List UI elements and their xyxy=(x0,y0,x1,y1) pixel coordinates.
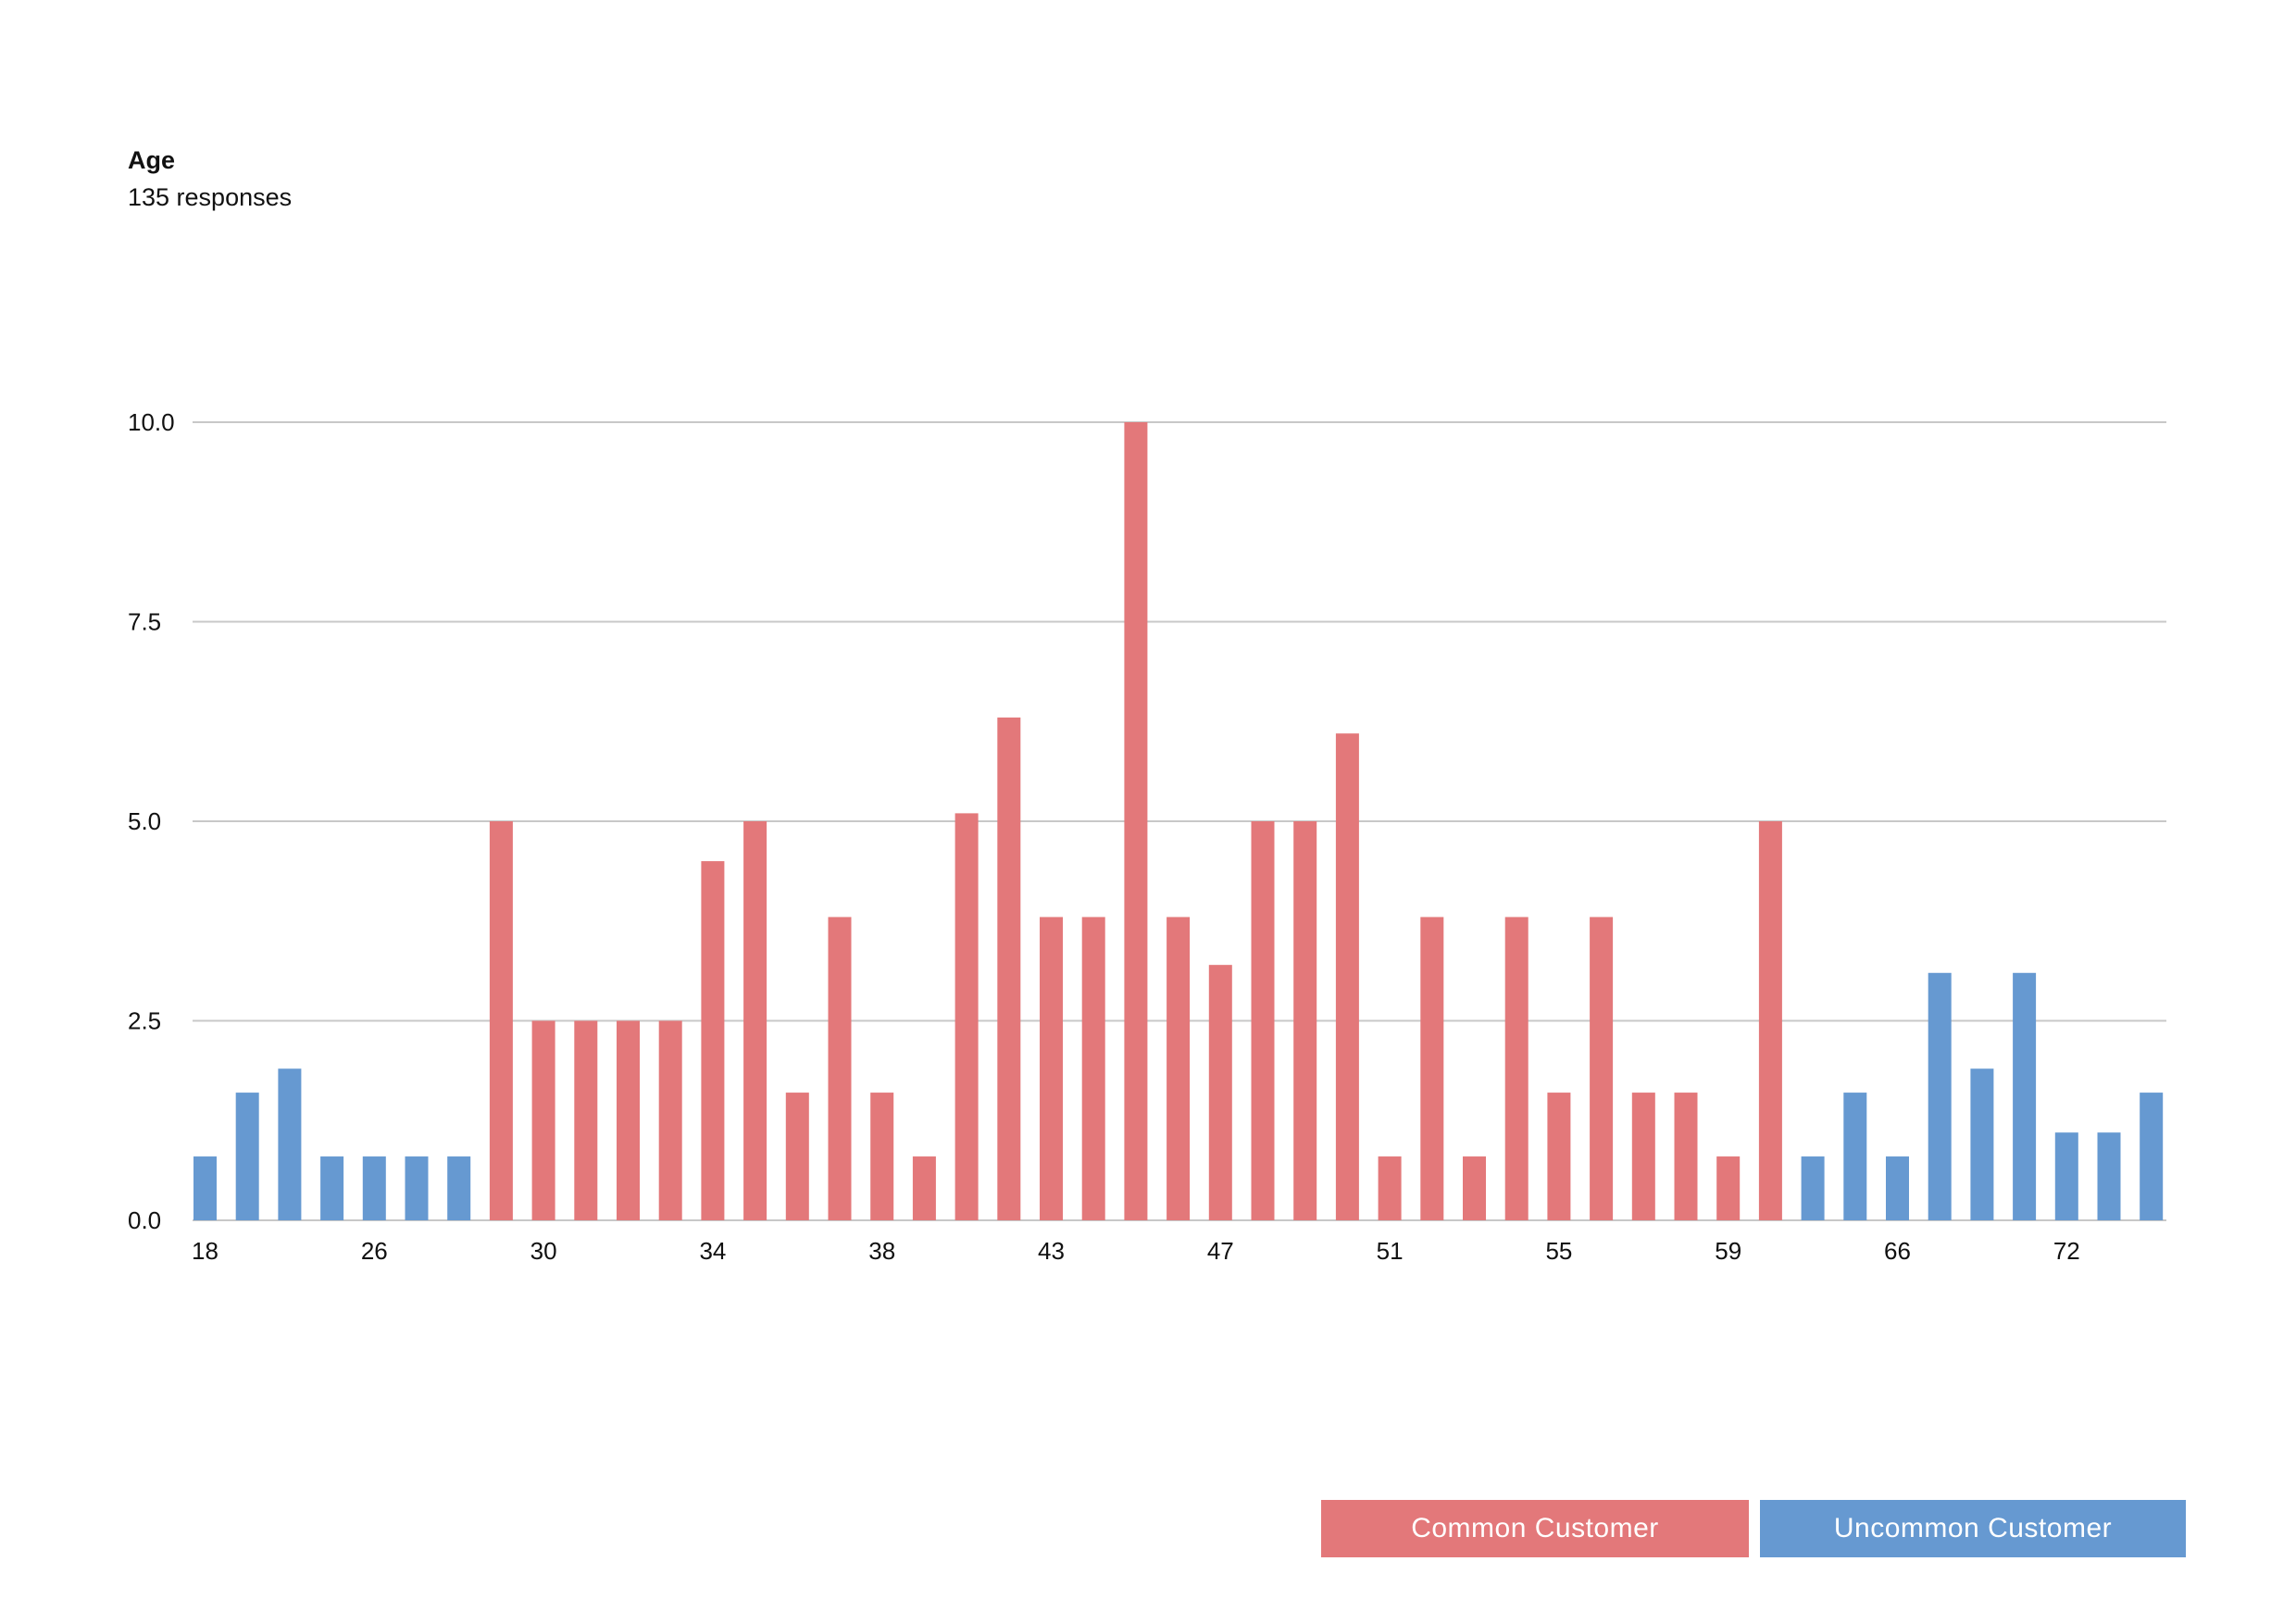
bar-common xyxy=(1590,917,1614,1220)
bar-uncommon xyxy=(1843,1093,1867,1220)
bar-uncommon xyxy=(2097,1132,2121,1220)
x-tick-label: 72 xyxy=(2053,1237,2080,1265)
bar-common xyxy=(828,917,852,1220)
x-tick-label: 18 xyxy=(192,1237,218,1265)
response-count: 135 responses xyxy=(128,183,293,211)
bar-common xyxy=(1081,917,1105,1220)
bar-uncommon xyxy=(235,1093,259,1220)
bar-common xyxy=(955,813,979,1220)
bar-common xyxy=(1504,917,1529,1220)
bar-uncommon xyxy=(278,1068,302,1220)
bar-common xyxy=(1631,1093,1655,1220)
bar-common xyxy=(1716,1156,1741,1220)
bar-common xyxy=(531,1020,555,1220)
x-tick-label: 51 xyxy=(1377,1237,1404,1265)
y-tick-label: 5.0 xyxy=(128,807,161,835)
x-tick-label: 34 xyxy=(699,1237,726,1265)
legend-uncommon-customer: Uncommon Customer xyxy=(1760,1500,2186,1557)
bar-common xyxy=(912,1156,936,1220)
bar-common xyxy=(997,717,1021,1220)
bar-uncommon xyxy=(447,1156,471,1220)
y-tick-label: 0.0 xyxy=(128,1206,161,1234)
bar-uncommon xyxy=(405,1156,429,1220)
bar-common xyxy=(1208,965,1232,1220)
bar-uncommon xyxy=(1801,1156,1825,1220)
x-tick-label: 26 xyxy=(361,1237,388,1265)
bar-common xyxy=(743,821,767,1220)
bar-common xyxy=(574,1020,598,1220)
bar-common xyxy=(870,1093,894,1220)
bar-common xyxy=(1378,1156,1402,1220)
bar-common xyxy=(1124,422,1148,1220)
bar-common xyxy=(701,861,725,1220)
x-tick-label: 30 xyxy=(530,1237,557,1265)
bar-common xyxy=(1335,733,1359,1220)
bar-common xyxy=(1420,917,1444,1220)
bar-common xyxy=(1293,821,1317,1220)
y-tick-label: 10.0 xyxy=(128,408,175,436)
x-tick-label: 55 xyxy=(1545,1237,1572,1265)
bar-common xyxy=(1251,821,1275,1220)
bar-common xyxy=(658,1020,682,1220)
bar-common xyxy=(1040,917,1063,1220)
y-tick-label: 2.5 xyxy=(128,1007,161,1035)
bar-uncommon xyxy=(2140,1093,2164,1220)
x-tick-label: 66 xyxy=(1884,1237,1911,1265)
bar-common xyxy=(1463,1156,1486,1220)
bar-uncommon xyxy=(2013,972,2037,1220)
bar-uncommon xyxy=(1886,1156,1909,1220)
bar-uncommon xyxy=(362,1156,386,1220)
bar-common xyxy=(1547,1093,1571,1220)
bar-common xyxy=(617,1020,640,1220)
x-tick-label: 38 xyxy=(868,1237,895,1265)
bar-uncommon xyxy=(1928,972,1952,1220)
bar-uncommon xyxy=(2054,1132,2078,1220)
bar-uncommon xyxy=(1970,1068,1994,1220)
bar-common xyxy=(785,1093,809,1220)
bar-uncommon xyxy=(320,1156,344,1220)
chart-title: Age xyxy=(128,146,176,174)
bar-common xyxy=(1758,821,1782,1220)
legend-common-customer: Common Customer xyxy=(1321,1500,1749,1557)
bar-common xyxy=(1167,917,1191,1220)
x-tick-label: 43 xyxy=(1038,1237,1065,1265)
x-tick-label: 59 xyxy=(1715,1237,1741,1265)
bar-common xyxy=(1674,1093,1698,1220)
bar-uncommon xyxy=(193,1156,217,1220)
x-tick-label: 47 xyxy=(1207,1237,1234,1265)
y-tick-label: 7.5 xyxy=(128,608,161,636)
bar-common xyxy=(489,821,513,1220)
